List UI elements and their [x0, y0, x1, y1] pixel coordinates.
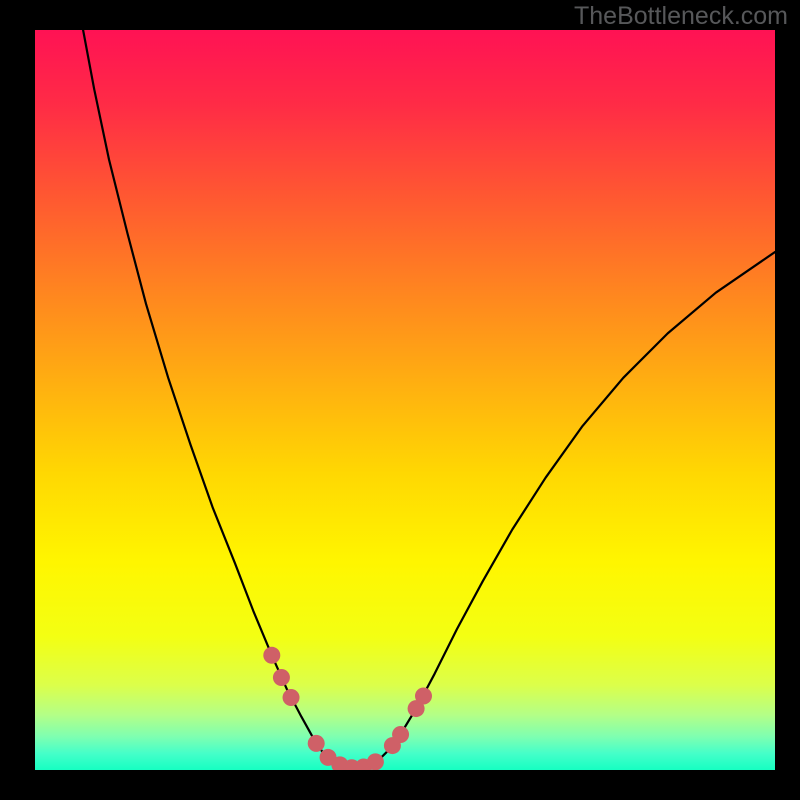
curve-marker [263, 647, 280, 664]
watermark-text: TheBottleneck.com [574, 2, 788, 31]
curve-marker [415, 688, 432, 705]
chart-container: TheBottleneck.com [0, 0, 800, 800]
curve-marker [308, 735, 325, 752]
curve-marker [392, 726, 409, 743]
curve-marker [273, 669, 290, 686]
curve-marker [283, 689, 300, 706]
gradient-background [35, 30, 775, 770]
bottleneck-curve-chart [35, 30, 775, 770]
curve-marker [367, 753, 384, 770]
